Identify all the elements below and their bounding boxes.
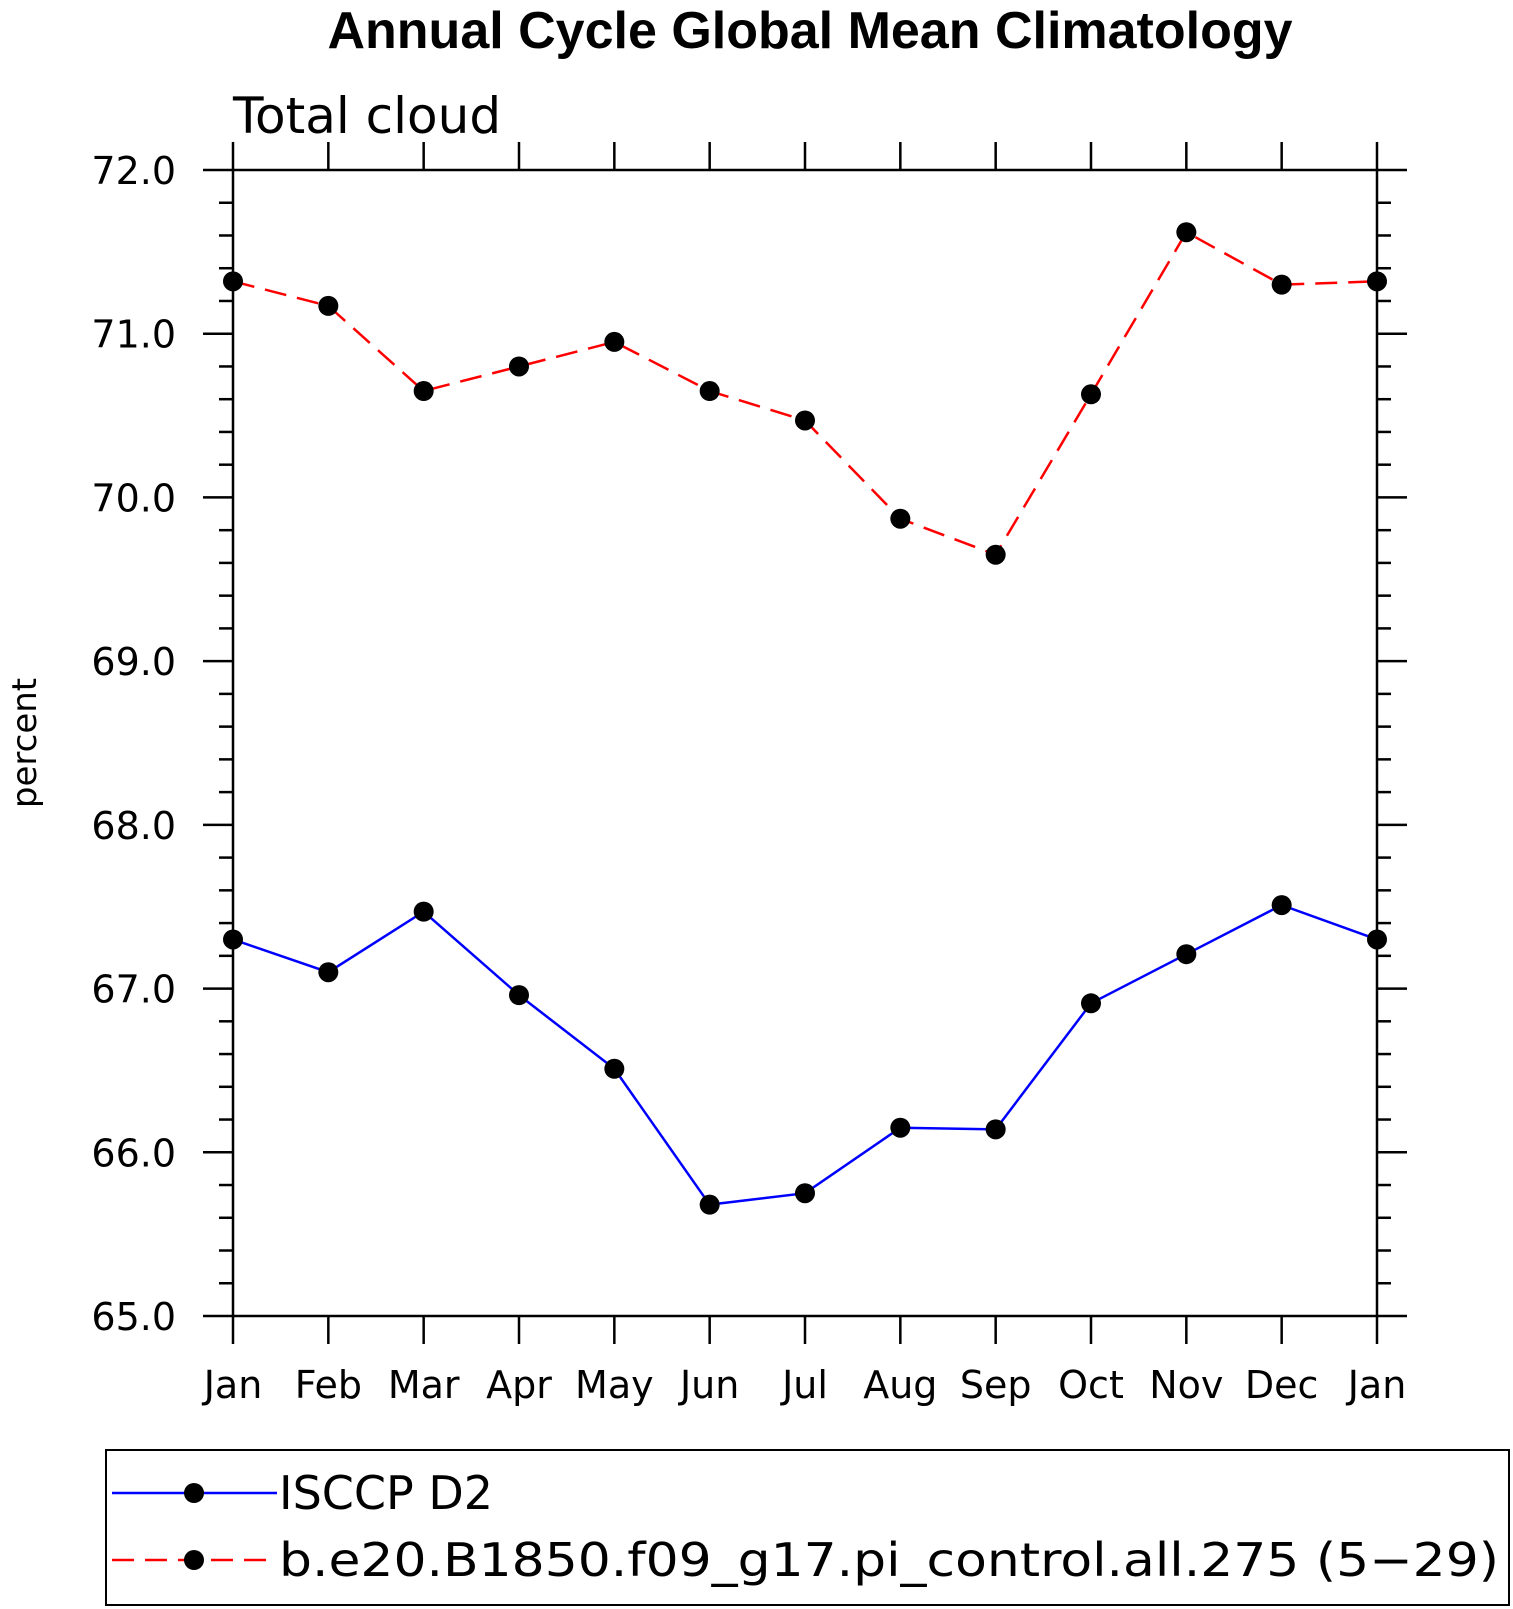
data-point <box>604 331 625 352</box>
data-point <box>1367 271 1387 292</box>
series-line-1 <box>232 230 1378 557</box>
data-point <box>985 544 1006 565</box>
data-point <box>1367 929 1387 950</box>
x-tick-label: Jun <box>678 1363 739 1407</box>
y-tick-label: 71.0 <box>91 313 176 357</box>
x-tick-label: Mar <box>388 1363 460 1407</box>
y-tick-label: 68.0 <box>91 804 176 848</box>
data-point <box>223 271 243 292</box>
x-tick-label: Jul <box>780 1363 828 1407</box>
data-point <box>318 295 339 316</box>
data-point <box>413 381 434 402</box>
x-tick-label: Nov <box>1149 1363 1223 1407</box>
y-tick-label: 72.0 <box>91 149 176 193</box>
x-tick-labels: Jan Feb Mar Apr May Jun Jul Aug Sep Oct Nov Dec Jan <box>202 1363 1407 1407</box>
y-tick-labels: 65.0 66.0 67.0 68.0 69.0 70.0 71.0 72.0 <box>91 149 176 1339</box>
data-point <box>509 985 529 1006</box>
x-tick-label: Apr <box>486 1363 552 1407</box>
data-point <box>1271 274 1292 295</box>
series-line-0 <box>232 903 1378 1207</box>
x-tick-label: Sep <box>960 1363 1032 1407</box>
legend: ISCCP D2 b.e20.B1850.f09_g17.pi_control.… <box>105 1449 1510 1606</box>
y-tick-label: 65.0 <box>91 1295 176 1339</box>
data-point <box>1176 944 1197 965</box>
data-point <box>413 901 434 922</box>
data-point <box>890 1117 911 1138</box>
data-point <box>604 1058 625 1079</box>
data-point <box>795 410 815 431</box>
data-point <box>1081 384 1101 405</box>
data-point <box>1271 895 1292 916</box>
data-point <box>1081 993 1101 1014</box>
x-tick-label: May <box>575 1363 654 1407</box>
axes <box>203 142 1407 1344</box>
y-tick-label: 70.0 <box>91 476 176 520</box>
data-point <box>890 508 911 529</box>
legend-box <box>105 1449 1510 1606</box>
x-tick-label: Jan <box>202 1363 263 1407</box>
chart-title: Annual Cycle Global Mean Climatology <box>327 2 1292 60</box>
y-tick-label: 66.0 <box>91 1131 176 1175</box>
legend-label-model: b.e20.B1850.f09_g17.pi_control.all.275 (… <box>279 1533 1499 1587</box>
x-tick-label: Jan <box>1346 1363 1407 1407</box>
y-tick-label: 67.0 <box>91 968 176 1012</box>
data-point <box>223 929 243 950</box>
plot-series <box>223 222 1387 1215</box>
y-tick-label: 69.0 <box>91 640 176 684</box>
x-tick-label: Aug <box>863 1363 937 1407</box>
x-tick-label: Oct <box>1058 1363 1124 1407</box>
data-point <box>509 356 529 377</box>
legend-label-isccp: ISCCP D2 <box>279 1466 493 1520</box>
y-axis-label: percent <box>5 678 45 808</box>
chart-subtitle: Total cloud <box>232 87 501 145</box>
data-point <box>1176 222 1197 243</box>
data-point <box>795 1183 815 1204</box>
x-tick-label: Dec <box>1245 1363 1319 1407</box>
data-point <box>699 381 720 402</box>
legend-marker-model <box>184 1550 204 1570</box>
data-point <box>985 1119 1006 1140</box>
plot-frame <box>231 168 1379 1318</box>
x-tick-label: Feb <box>295 1363 362 1407</box>
legend-marker-isccp <box>184 1483 204 1503</box>
data-point <box>318 962 339 983</box>
data-point <box>699 1194 720 1215</box>
